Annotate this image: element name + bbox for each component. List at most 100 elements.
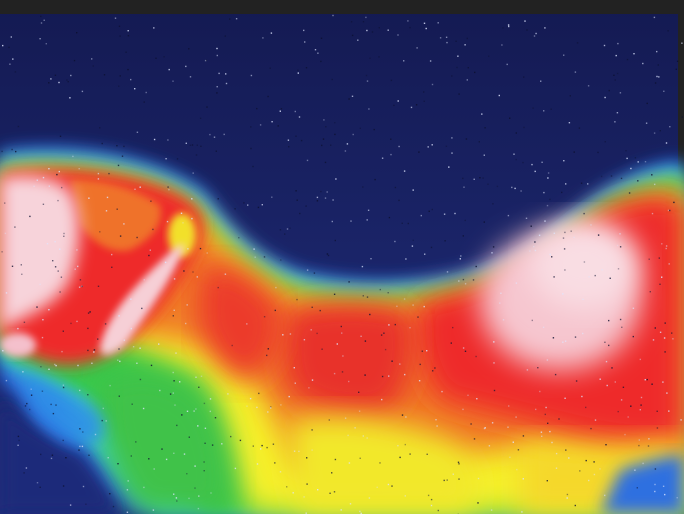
noise-speck [653,16,656,19]
noise-speck [411,245,414,247]
noise-speck [492,246,495,248]
noise-speck [531,163,533,166]
noise-speck [619,233,621,235]
noise-speck [320,60,322,63]
noise-speck [288,395,290,398]
noise-speck [361,265,364,268]
noise-speck [552,337,555,339]
ear-yellow-patch [168,213,196,257]
noise-speck [667,209,670,212]
noise-speck [155,57,157,59]
noise-speck [644,379,646,381]
bottom-left-cyan [20,370,104,444]
noise-speck [93,351,95,353]
noise-speck [464,219,466,222]
noise-speck [39,486,41,488]
noise-speck [341,371,344,373]
noise-speck [81,90,84,93]
noise-speck [455,40,457,42]
noise-speck [50,457,53,460]
noise-speck [182,222,184,224]
noise-speck [373,128,375,131]
noise-speck [390,79,393,82]
noise-speck [448,166,450,168]
lower-yellow-region [288,416,476,514]
noise-speck [205,59,207,62]
noise-speck [334,133,336,136]
noise-speck [613,74,615,76]
noise-speck [139,378,142,381]
noise-speck [62,386,65,389]
noise-speck [364,374,366,376]
noise-speck [561,191,563,194]
noise-speck [188,497,190,500]
noise-speck [534,170,536,173]
noise-speck [334,458,337,461]
noise-speck [493,389,496,392]
noise-speck [407,20,409,22]
noise-speck [381,157,384,159]
noise-speck [645,122,648,124]
noise-speck [553,232,555,234]
noise-speck [153,138,156,141]
noise-speck [331,78,333,81]
noise-speck [118,85,120,87]
noise-speck [545,406,547,409]
noise-speck [621,326,623,328]
noise-speck [287,139,290,141]
noise-speck [130,455,132,457]
noise-speck [173,278,176,280]
noise-speck [658,76,660,78]
noise-speck [2,350,4,352]
noise-speck [109,493,111,495]
noise-speck [289,227,291,229]
noise-speck [366,29,368,32]
noise-speck [462,278,465,281]
noise-speck [427,146,429,148]
noise-speck [430,498,433,501]
noise-speck [293,367,295,369]
noise-speck [626,157,628,160]
noise-speck [42,203,45,205]
noise-speck [387,483,390,486]
noise-speck [93,349,96,351]
noise-speck [378,56,380,58]
noise-speck [409,327,411,329]
noise-speck [547,172,550,174]
noise-speck [92,65,94,67]
noise-speck [379,288,381,291]
noise-speck [194,487,196,489]
noise-speck [204,442,206,444]
noise-speck [540,80,542,82]
noise-speck [492,203,494,205]
noise-speck [173,493,175,495]
noise-speck [70,74,72,77]
noise-speck [404,495,406,497]
noise-speck [320,37,323,39]
noise-speck [642,462,644,465]
noise-speck [296,199,298,201]
noise-speck [105,210,108,212]
noise-speck [418,380,421,382]
noise-speck [348,462,351,464]
noise-speck [163,56,165,58]
noise-speck [57,270,59,272]
noise-speck [496,185,499,188]
noise-speck [403,298,406,300]
noise-speck [30,388,32,390]
noise-speck [549,253,551,256]
noise-speck [509,117,511,119]
noise-speck [574,71,577,73]
noise-speck [475,355,477,358]
noise-speck [563,54,565,56]
noise-speck [617,410,619,413]
noise-speck [153,468,155,470]
noise-speck [40,15,42,18]
noise-speck [608,319,610,322]
noise-speck [362,21,365,23]
noise-speck [562,341,564,343]
noise-speck [317,489,319,491]
noise-speck [437,509,439,512]
noise-speck [46,243,49,245]
noise-speck [381,375,384,378]
